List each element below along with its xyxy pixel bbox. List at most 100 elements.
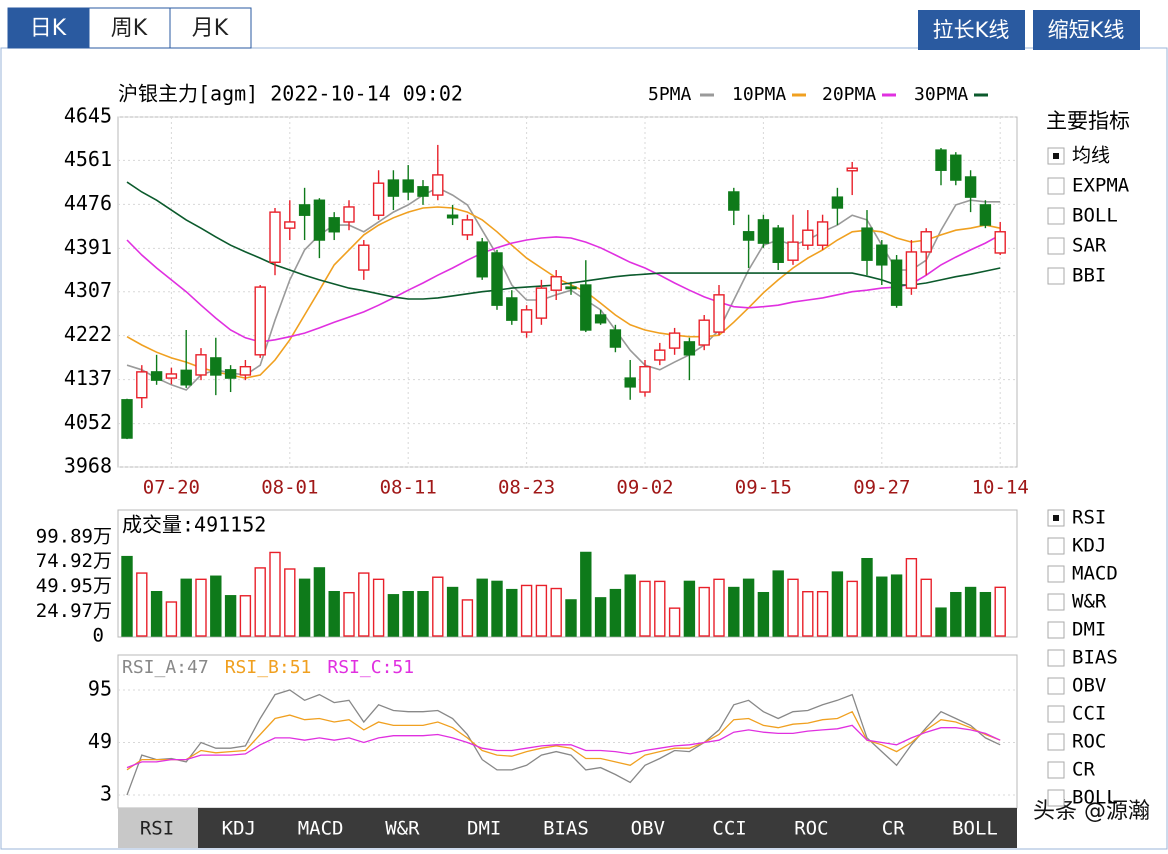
volume-bar [994,586,1006,637]
checkbox[interactable] [1047,649,1065,667]
indicator-option[interactable]: 均线 [1072,145,1110,167]
volume-bar [298,578,311,637]
candle-body [284,221,296,229]
indicator-option[interactable]: DMI [1072,619,1106,641]
candle-body [668,332,681,349]
indicator-option[interactable]: BBI [1072,265,1106,287]
volume-bar [491,580,503,637]
volume-bar [446,586,459,637]
indicator-option[interactable]: BOLL [1072,787,1118,809]
checkbox[interactable] [1047,677,1065,695]
checkbox[interactable] [1047,207,1065,225]
candle-body [150,371,163,381]
volume-bar [461,599,474,637]
indicator-option[interactable]: OBV [1072,675,1106,697]
indicator-option[interactable]: KDJ [1072,535,1106,557]
candle-body [698,319,710,346]
checkbox[interactable] [1047,705,1065,723]
checkbox[interactable] [1047,537,1065,555]
period-tab[interactable] [88,7,171,49]
y-tick-label: 24.97万 [36,600,112,622]
checkbox[interactable] [1047,761,1065,779]
checkbox[interactable] [1047,733,1065,751]
period-tab-label[interactable]: 周K [111,16,148,41]
indicator-option[interactable]: RSI [1072,507,1106,529]
zoom-button[interactable] [1033,10,1140,50]
checkbox[interactable] [1047,565,1065,583]
candle-body [728,191,740,211]
zoom-button-label[interactable]: 拉长K线 [933,18,1010,42]
bottom-tab[interactable]: KDJ [222,818,256,840]
volume-bar [476,578,488,637]
checkbox[interactable] [1047,621,1065,639]
volume-bar [387,594,400,637]
candle-body [298,204,311,216]
volume-bar [713,578,725,637]
volume-bar [520,584,533,637]
volume-bar [609,588,622,637]
bottom-tab-selected[interactable] [118,808,198,848]
indicator-option[interactable]: BOLL [1072,205,1118,227]
candle-body [861,227,873,261]
indicator-option[interactable]: MACD [1072,563,1118,585]
indicator-option[interactable]: CR [1072,759,1095,781]
x-tick-label: 09-15 [735,477,792,499]
volume-bar [757,591,770,637]
candle-body [165,373,178,379]
candle-body [846,167,858,172]
volume-bar [121,555,133,637]
indicator-option[interactable]: W&R [1072,591,1107,613]
volume-bar [195,578,207,637]
legend-label: RSI_B:51 [225,657,312,678]
volume-bar [890,574,903,637]
bottom-tab[interactable]: W&R [385,818,420,840]
indicator-option[interactable]: EXPMA [1072,175,1130,197]
zoom-button[interactable] [918,10,1025,50]
candle-body [195,354,207,376]
bottom-tab[interactable]: CCI [712,818,746,840]
bottom-tab[interactable]: OBV [631,818,665,840]
indicator-option[interactable]: CCI [1072,703,1106,725]
candle-body [328,217,340,233]
legend-label: 5PMA [648,84,692,105]
x-tick-label: 08-11 [380,477,437,499]
volume-bar [654,580,666,637]
volume-bar [343,591,355,637]
volume-bar [905,557,918,637]
indicator-option[interactable]: ROC [1072,731,1106,753]
volume-bar [165,601,178,637]
period-tab[interactable] [169,7,252,49]
period-tab[interactable] [7,7,90,49]
candle-body [905,251,918,289]
checkbox[interactable] [1047,593,1065,611]
bottom-tab[interactable]: RSI [140,818,174,840]
bottom-tab[interactable]: MACD [298,818,344,840]
candle-body [920,231,932,253]
legend-label: RSI_A:47 [122,657,209,678]
bottom-tab[interactable]: CR [882,818,905,840]
period-tab-label[interactable]: 月K [192,16,229,41]
period-tab-label[interactable]: 日K [30,16,67,41]
bottom-tab[interactable]: DMI [467,818,501,840]
y-tick-label: 4645 [64,104,112,128]
checkbox[interactable] [1047,237,1065,255]
checkbox[interactable] [1047,789,1065,807]
volume-bar [772,570,784,637]
candle-body [654,349,666,361]
bottom-tab[interactable]: ROC [794,818,828,840]
volume-bar [210,575,222,637]
candle-body [964,176,977,198]
y-tick-label: 4476 [64,191,112,215]
rsi-line [126,724,1001,769]
indicator-option[interactable]: BIAS [1072,647,1118,669]
candle-body [609,329,622,348]
checkbox[interactable] [1047,177,1065,195]
bottom-tab[interactable]: BOLL [952,818,998,840]
checkbox[interactable] [1047,267,1065,285]
volume-bar [935,607,947,637]
zoom-button-label[interactable]: 缩短K线 [1048,18,1125,42]
candle-body [520,309,533,333]
volume-bar [979,591,992,637]
bottom-tab[interactable]: BIAS [543,818,589,840]
indicator-option[interactable]: SAR [1072,235,1107,257]
